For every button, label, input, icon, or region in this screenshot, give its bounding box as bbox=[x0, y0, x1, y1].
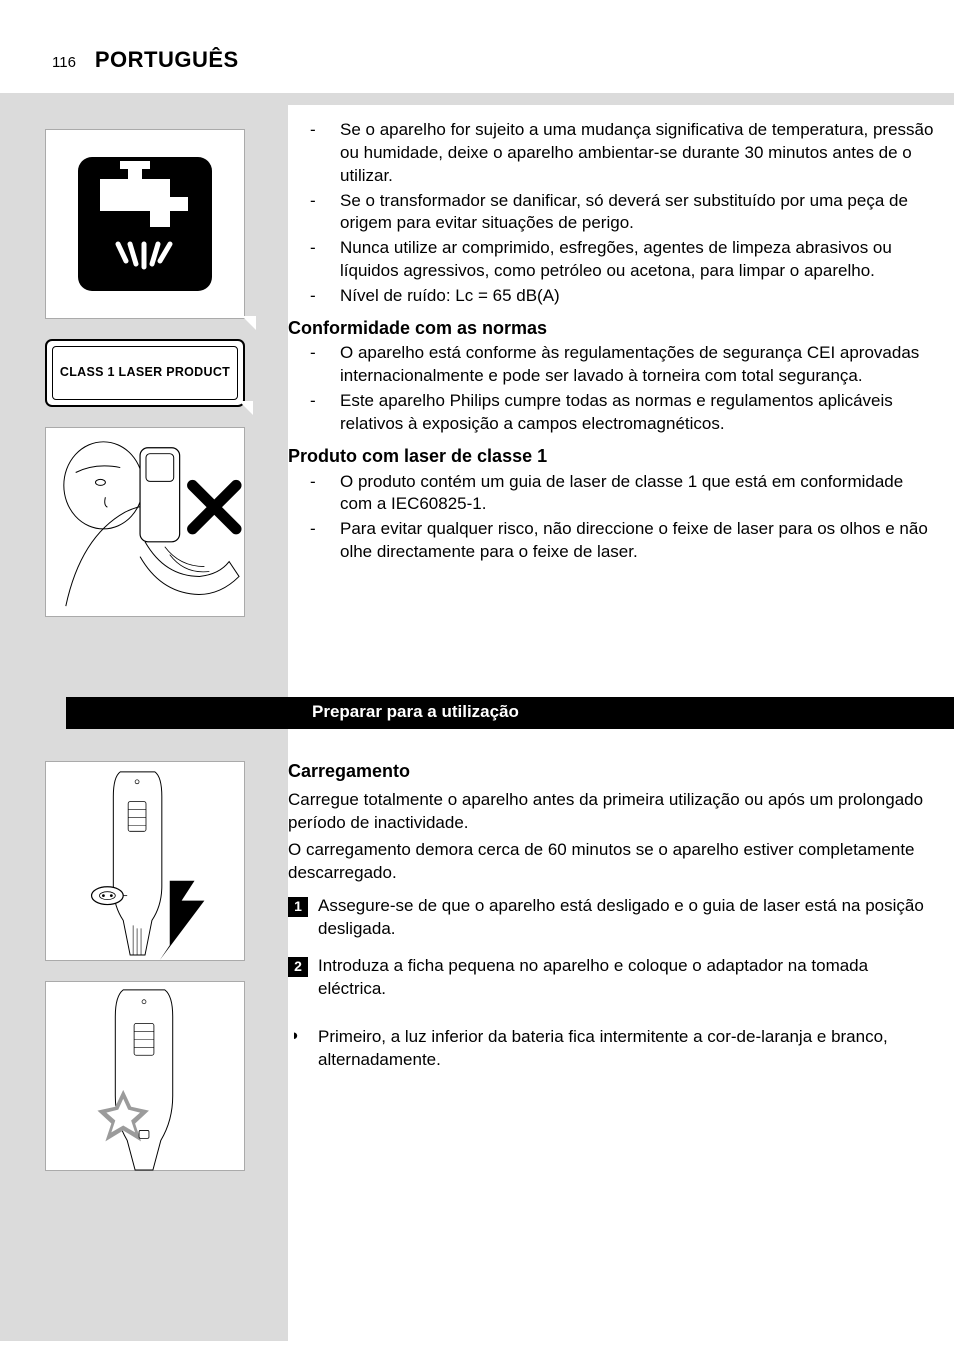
step-list: 1 Assegure-se de que o aparelho está des… bbox=[288, 895, 934, 1001]
list-item: Nunca utilize ar comprimido, esfregões, … bbox=[310, 237, 934, 283]
step-text: Assegure-se de que o aparelho está desli… bbox=[318, 896, 924, 938]
class1-laser-text: CLASS 1 LASER PRODUCT bbox=[52, 346, 238, 400]
note-list: Primeiro, a luz inferior da bateria fica… bbox=[288, 1026, 934, 1072]
note-item: Primeiro, a luz inferior da bateria fica… bbox=[288, 1026, 934, 1072]
step-item: 2 Introduza a ficha pequena no aparelho … bbox=[288, 955, 934, 1001]
step-item: 1 Assegure-se de que o aparelho está des… bbox=[288, 895, 934, 941]
step-number-icon: 2 bbox=[288, 957, 308, 977]
step-number-icon: 1 bbox=[288, 897, 308, 917]
list-item: Este aparelho Philips cumpre todas as no… bbox=[310, 390, 934, 436]
page-header: 116 PORTUGUÊS bbox=[0, 0, 954, 93]
top-text-column: Se o aparelho for sujeito a uma mudança … bbox=[288, 105, 954, 587]
charging-intro-2: O carregamento demora cerca de 60 minuto… bbox=[288, 839, 934, 885]
top-bullet-list: Se o aparelho for sujeito a uma mudança … bbox=[288, 119, 934, 309]
tap-water-icon bbox=[45, 129, 245, 319]
charging-section: Carregamento Carregue totalmente o apare… bbox=[0, 729, 954, 1191]
section-bar: Preparar para a utilização bbox=[0, 697, 954, 729]
list-item: Para evitar qualquer risco, não direccio… bbox=[310, 518, 934, 564]
page-number: 116 bbox=[52, 54, 76, 71]
charging-light-illustration bbox=[45, 981, 245, 1171]
conformity-heading: Conformidade com as normas bbox=[288, 316, 934, 340]
conformity-list: O aparelho está conforme às regulamentaç… bbox=[288, 342, 934, 436]
plug-in-illustration bbox=[45, 761, 245, 961]
list-item: Nível de ruído: Lc = 65 dB(A) bbox=[310, 285, 934, 308]
laser-heading: Produto com laser de classe 1 bbox=[288, 444, 934, 468]
list-item: O produto contém um guia de laser de cla… bbox=[310, 471, 934, 517]
laser-list: O produto contém um guia de laser de cla… bbox=[288, 471, 934, 565]
top-section: CLASS 1 LASER PRODUCT S bbox=[0, 105, 954, 637]
do-not-look-illustration bbox=[45, 427, 245, 617]
left-illustrations: CLASS 1 LASER PRODUCT bbox=[0, 105, 288, 637]
list-item: O aparelho está conforme às regulamentaç… bbox=[310, 342, 934, 388]
charging-illustrations bbox=[0, 729, 288, 1191]
class1-laser-label: CLASS 1 LASER PRODUCT bbox=[45, 339, 245, 407]
language-title: PORTUGUÊS bbox=[95, 47, 239, 72]
list-item: Se o aparelho for sujeito a uma mudança … bbox=[310, 119, 934, 188]
charging-text: Carregamento Carregue totalmente o apare… bbox=[288, 729, 954, 1191]
list-item: Se o transformador se danificar, só deve… bbox=[310, 190, 934, 236]
step-text: Introduza a ficha pequena no aparelho e … bbox=[318, 956, 868, 998]
section-title: Preparar para a utilização bbox=[66, 697, 954, 729]
charging-intro-1: Carregue totalmente o aparelho antes da … bbox=[288, 789, 934, 835]
charging-heading: Carregamento bbox=[288, 759, 934, 783]
